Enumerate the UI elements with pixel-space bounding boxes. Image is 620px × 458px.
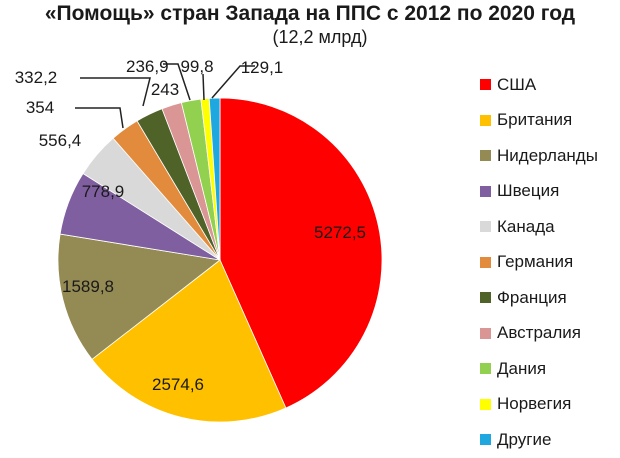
data-label: 778,9 <box>82 182 125 201</box>
legend-swatch <box>480 185 491 197</box>
data-label: 99,8 <box>180 57 213 76</box>
legend-label: Другие <box>497 429 552 449</box>
legend-item: США <box>480 67 598 103</box>
data-label: 243 <box>151 80 179 99</box>
legend-item: Канада <box>480 209 598 245</box>
leader-line <box>75 107 124 129</box>
legend-item: Франция <box>480 280 598 316</box>
leader-line <box>202 73 205 101</box>
legend-swatch <box>480 79 491 91</box>
data-label: 236,9 <box>126 57 169 76</box>
pie-slice-10 <box>208 97 221 261</box>
legend-label: Норвегия <box>497 394 572 414</box>
legend-swatch <box>480 256 491 268</box>
legend-swatch <box>480 150 491 162</box>
legend-item: Германия <box>480 245 598 281</box>
pie-slice-0 <box>219 97 383 409</box>
legend-item: Дания <box>480 351 598 387</box>
legend-item: Британия <box>480 103 598 139</box>
pie-slice-1 <box>91 259 287 423</box>
legend-label: Швеция <box>497 181 560 201</box>
chart-title: «Помощь» стран Запада на ППС с 2012 по 2… <box>44 2 576 25</box>
legend-item: Норвегия <box>480 387 598 423</box>
legend-swatch <box>480 434 491 446</box>
leader-line <box>211 65 255 99</box>
legend-label: США <box>497 74 537 94</box>
data-label: 2574,6 <box>152 375 204 394</box>
legend-label: Нидерланды <box>497 145 598 165</box>
legend-label: Канада <box>497 216 555 236</box>
legend-label: Британия <box>497 110 573 130</box>
leader-line <box>80 77 151 107</box>
legend: США Британия Нидерланды Швеция Канада Германи… <box>480 67 598 458</box>
legend-label: Дания <box>497 358 547 378</box>
data-label: 1589,8 <box>62 277 114 296</box>
legend-swatch <box>480 114 491 126</box>
legend-swatch <box>480 363 491 375</box>
chart-subtitle: (12,2 млрд) <box>272 27 368 47</box>
legend-label: Германия <box>497 252 574 272</box>
pie-chart: 5272,5 2574,6 1589,8 778,9 556,4 354 332,2 243 2… <box>15 57 383 423</box>
data-label: 5272,5 <box>314 223 366 242</box>
legend-swatch <box>480 327 491 339</box>
pie-slice-2 <box>57 233 221 360</box>
legend-item: Австралия <box>480 316 598 352</box>
legend-item: Швеция <box>480 174 598 210</box>
data-label: 556,4 <box>39 131 82 150</box>
legend-label: Австралия <box>497 323 581 343</box>
legend-swatch <box>480 398 491 410</box>
data-label: 354 <box>26 98 54 117</box>
leader-line <box>163 63 191 101</box>
legend-swatch <box>480 292 491 304</box>
data-label: 332,2 <box>15 68 58 87</box>
legend-swatch <box>480 221 491 233</box>
legend-item: Другие <box>480 422 598 458</box>
legend-label: Франция <box>497 287 567 307</box>
legend-item: Нидерланды <box>480 138 598 174</box>
data-label: 129,1 <box>241 58 284 77</box>
